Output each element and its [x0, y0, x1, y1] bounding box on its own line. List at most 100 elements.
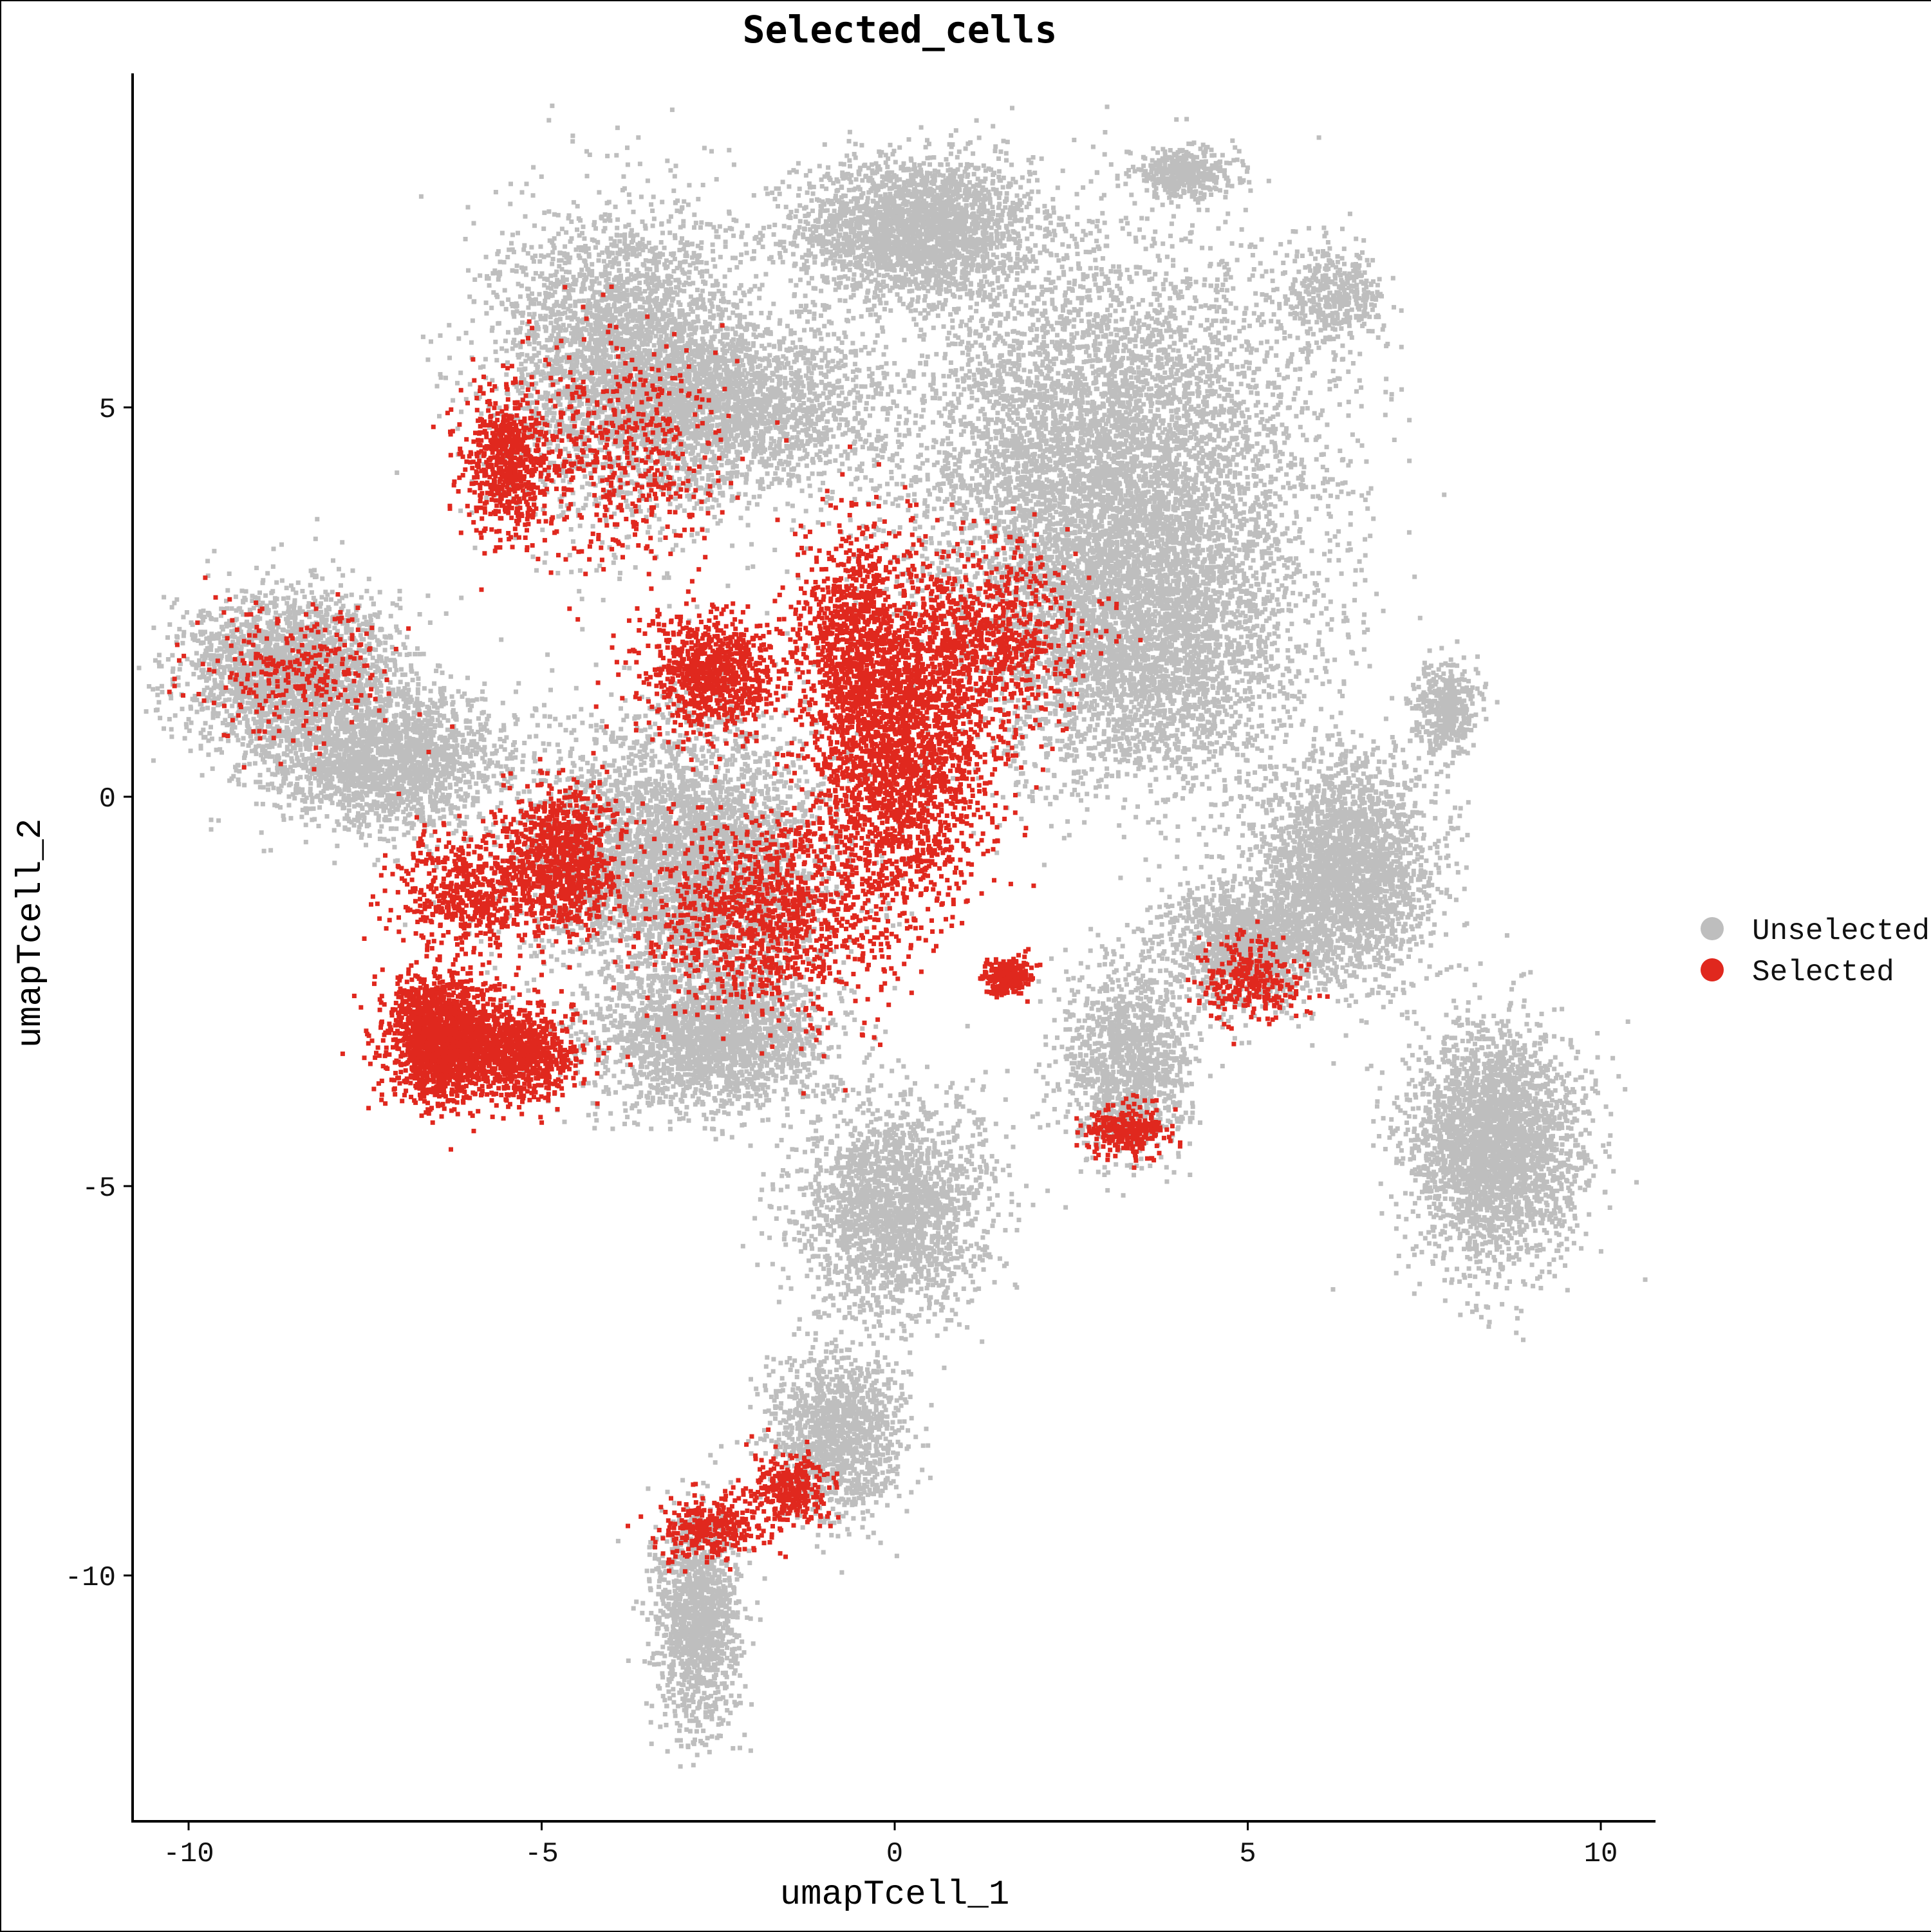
- unselected-cell-point: [884, 160, 888, 165]
- unselected-cell-point: [805, 190, 810, 195]
- unselected-cell-point: [920, 281, 924, 285]
- unselected-cell-point: [1034, 327, 1039, 331]
- unselected-cell-point: [1081, 229, 1086, 234]
- unselected-cell-point: [853, 255, 857, 260]
- unselected-cell-point: [817, 164, 822, 169]
- unselected-cell-point: [1042, 204, 1047, 209]
- unselected-cell-point: [873, 193, 878, 198]
- unselected-cell-point: [839, 275, 843, 279]
- unselected-cell-point: [1011, 229, 1015, 234]
- unselected-cell-point: [824, 187, 828, 191]
- unselected-cell-point: [826, 165, 830, 170]
- unselected-cell-point: [847, 188, 852, 192]
- unselected-cell-point: [798, 187, 802, 191]
- unselected-cell-point: [770, 190, 774, 195]
- unselected-cell-point: [726, 300, 731, 304]
- unselected-cell-point: [919, 168, 923, 172]
- unselected-cell-point: [924, 145, 928, 149]
- unselected-cell-point: [996, 213, 1000, 218]
- unselected-cell-point: [809, 198, 814, 203]
- unselected-cell-point: [811, 191, 816, 196]
- unselected-cell-point: [1030, 232, 1034, 236]
- unselected-cell-point: [866, 178, 871, 183]
- unselected-cell-point: [928, 162, 932, 167]
- unselected-cell-point: [949, 133, 953, 138]
- unselected-cell-point: [923, 294, 928, 299]
- unselected-cell-point: [993, 144, 998, 149]
- unselected-cell-point: [868, 270, 872, 274]
- unselected-cell-point: [912, 162, 917, 167]
- unselected-cell-point: [958, 163, 963, 167]
- unselected-cell-point: [1053, 233, 1058, 237]
- unselected-cell-point: [864, 246, 869, 250]
- unselected-cell-point: [936, 274, 940, 279]
- unselected-cell-point: [885, 165, 890, 169]
- unselected-cell-point: [997, 292, 1002, 296]
- unselected-cell-point: [796, 231, 800, 236]
- unselected-cell-point: [795, 244, 799, 248]
- unselected-cell-point: [802, 227, 807, 231]
- unselected-cell-point: [833, 266, 837, 271]
- unselected-cell-point: [1016, 207, 1020, 211]
- unselected-cell-point: [822, 201, 826, 206]
- unselected-cell-point: [799, 267, 804, 272]
- unselected-cell-point: [991, 288, 996, 292]
- unselected-cell-point: [881, 293, 886, 298]
- unselected-cell-point: [1028, 196, 1032, 201]
- unselected-cell-point: [914, 322, 919, 327]
- unselected-cell-point: [957, 149, 962, 154]
- unselected-cell-point: [804, 173, 808, 178]
- unselected-cell-point: [859, 143, 864, 147]
- unselected-cell-point: [854, 177, 859, 181]
- unselected-cell-point: [1009, 222, 1014, 227]
- unselected-cell-point: [1040, 156, 1044, 161]
- unselected-cell-point: [854, 142, 858, 146]
- unselected-cell-point: [882, 274, 886, 278]
- unselected-cell-point: [800, 255, 805, 259]
- unselected-cell-point: [778, 251, 782, 255]
- unselected-cell-point: [849, 221, 854, 226]
- unselected-cell-point: [771, 260, 776, 265]
- unselected-cell-point: [897, 145, 902, 150]
- unselected-cell-point: [991, 179, 995, 183]
- unselected-cell-point: [948, 312, 953, 317]
- unselected-cell-point: [798, 225, 802, 230]
- unselected-cell-point: [916, 295, 920, 300]
- unselected-cell-point: [968, 305, 973, 310]
- unselected-cell-point: [964, 146, 968, 151]
- unselected-cell-point: [860, 273, 864, 277]
- unselected-cell-point: [784, 205, 788, 209]
- unselected-cell-point: [808, 169, 812, 173]
- unselected-cell-point: [1050, 197, 1055, 201]
- unselected-cell-point: [997, 169, 1002, 174]
- unselected-cell-point: [872, 295, 877, 300]
- unselected-cell-point: [994, 245, 999, 250]
- unselected-cell-point: [805, 237, 810, 241]
- unselected-cell-point: [872, 246, 877, 251]
- unselected-cell-point: [1076, 252, 1080, 256]
- unselected-cell-point: [910, 288, 914, 293]
- unselected-cell-point: [835, 178, 839, 182]
- unselected-cell-point: [764, 186, 769, 190]
- unselected-cell-point: [1011, 201, 1015, 205]
- unselected-cell-point: [925, 156, 929, 160]
- unselected-cell-point: [812, 260, 817, 265]
- unselected-cell-point: [933, 169, 937, 173]
- unselected-cell-point: [904, 272, 908, 277]
- unselected-cell-point: [994, 233, 999, 237]
- unselected-cell-point: [810, 209, 815, 213]
- unselected-cell-point: [850, 283, 855, 288]
- unselected-cell-point: [778, 192, 782, 196]
- unselected-cell-point: [788, 241, 793, 246]
- unselected-cell-point: [834, 189, 839, 193]
- unselected-cell-point: [956, 167, 960, 172]
- unselected-cell-point: [1088, 231, 1093, 236]
- unselected-cell-point: [787, 184, 791, 189]
- unselected-cell-point: [973, 197, 977, 201]
- unselected-cell-point: [1021, 226, 1026, 230]
- unselected-cell-point: [886, 156, 890, 161]
- unselected-cell-point: [1029, 224, 1033, 228]
- unselected-cell-point: [1032, 171, 1037, 175]
- unselected-cell-point: [844, 154, 849, 158]
- unselected-cell-point: [812, 311, 817, 316]
